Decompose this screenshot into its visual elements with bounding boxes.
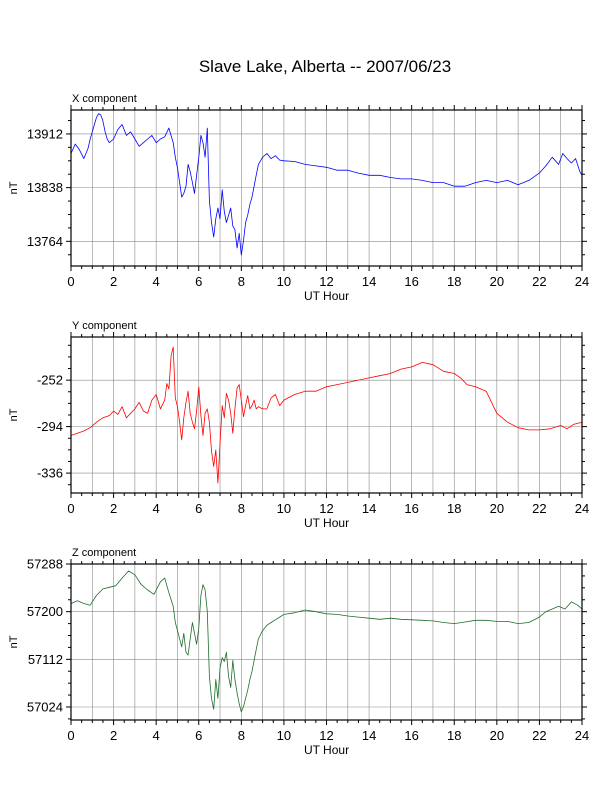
y-tick-label: 13764	[27, 234, 63, 249]
x-tick-label: 4	[153, 728, 160, 743]
x-tick-label: 0	[67, 728, 74, 743]
x-axis-label: UT Hour	[304, 516, 349, 530]
x-tick-label: 22	[532, 274, 546, 289]
x-tick-label: 12	[319, 501, 333, 516]
x-tick-label: 20	[490, 274, 504, 289]
panel-title: X component	[72, 93, 137, 105]
x-tick-label: 14	[362, 728, 376, 743]
y-axis-label: nT	[8, 635, 20, 648]
x-tick-label: 8	[238, 728, 245, 743]
x-tick-label: 0	[67, 501, 74, 516]
x-tick-label: 22	[532, 728, 546, 743]
x-tick-label: 18	[447, 501, 461, 516]
x-tick-label: 14	[362, 501, 376, 516]
x-tick-label: 2	[110, 274, 117, 289]
x-tick-label: 12	[319, 274, 333, 289]
y-tick-label: 57024	[27, 700, 63, 715]
x-tick-label: 18	[447, 274, 461, 289]
y-tick-label: 57200	[27, 604, 63, 619]
x-tick-label: 10	[277, 728, 291, 743]
y-tick-label: 13838	[27, 180, 63, 195]
panel-title: Y component	[72, 320, 137, 332]
x-tick-label: 4	[153, 501, 160, 516]
y-tick-label: 13912	[27, 126, 63, 141]
y-axis-label: nT	[8, 408, 20, 421]
page-title: Slave Lake, Alberta -- 2007/06/23	[198, 57, 452, 76]
y-tick-label: 57112	[28, 652, 63, 667]
x-tick-label: 10	[277, 501, 291, 516]
x-tick-label: 16	[404, 501, 418, 516]
x-axis-label: UT Hour	[304, 743, 349, 757]
y-axis-label: nT	[8, 181, 20, 194]
data-line-y	[70, 346, 583, 484]
x-tick-label: 18	[447, 728, 461, 743]
x-tick-label: 20	[490, 501, 504, 516]
x-tick-label: 24	[575, 274, 589, 289]
y-tick-label: 57288	[27, 557, 63, 572]
x-tick-label: 24	[575, 501, 589, 516]
x-tick-label: 14	[362, 274, 376, 289]
x-tick-label: 8	[238, 501, 245, 516]
x-tick-label: 0	[67, 274, 74, 289]
panel-title: Z component	[72, 547, 136, 559]
x-tick-label: 20	[490, 728, 504, 743]
y-tick-label: -294	[37, 419, 63, 434]
x-tick-label: 6	[195, 274, 202, 289]
x-tick-label: 12	[319, 728, 333, 743]
data-line-z	[70, 570, 583, 713]
chart-panel-z: 0 2 4 6 8 10 12 14 16 18 20 22 245702457112572005728…	[8, 547, 589, 757]
x-tick-label: 6	[195, 728, 202, 743]
x-tick-label: 16	[404, 274, 418, 289]
y-tick-label: -252	[37, 373, 63, 388]
x-tick-label: 22	[532, 501, 546, 516]
data-line-x	[70, 113, 583, 256]
x-tick-label: 6	[195, 501, 202, 516]
y-tick-label: -336	[37, 466, 63, 481]
x-tick-label: 10	[277, 274, 291, 289]
x-tick-label: 2	[110, 501, 117, 516]
x-tick-label: 4	[153, 274, 160, 289]
x-tick-label: 8	[238, 274, 245, 289]
x-tick-label: 16	[404, 728, 418, 743]
x-tick-label: 24	[575, 728, 589, 743]
x-tick-label: 2	[110, 728, 117, 743]
x-axis-label: UT Hour	[304, 289, 349, 303]
